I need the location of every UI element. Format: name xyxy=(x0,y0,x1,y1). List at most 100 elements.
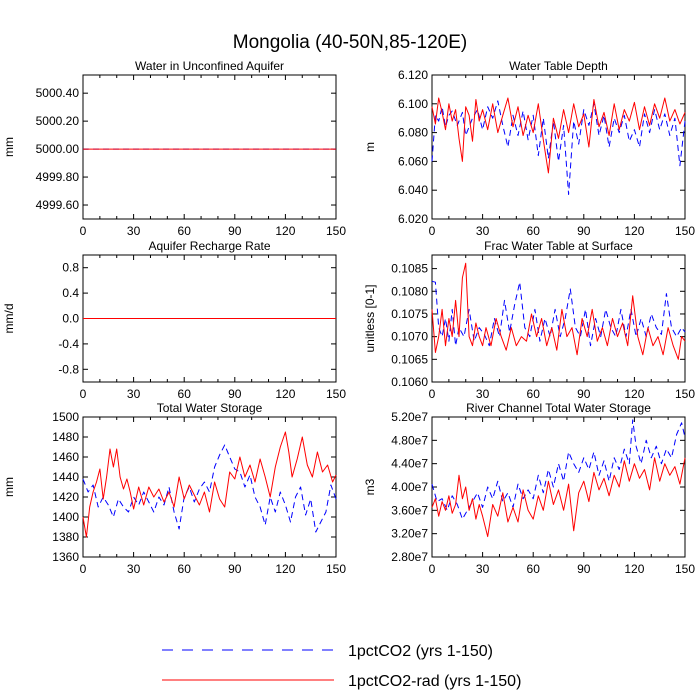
y-tick-label: -0.8 xyxy=(58,362,79,376)
x-tick-label: 120 xyxy=(624,562,644,576)
x-tick-label: 150 xyxy=(675,387,695,401)
panel-title: River Channel Total Water Storage xyxy=(466,401,651,415)
x-tick-label: 150 xyxy=(326,562,346,576)
y-tick-label: 6.120 xyxy=(398,68,428,82)
y-axis-label: m3 xyxy=(363,478,377,495)
y-axis-label: mm xyxy=(2,477,16,497)
series-line-1pctco2-yrs-1-150 xyxy=(431,419,686,520)
panel-water-table-depth: Water Table Depth m 0 30 60 90 120 150 6.020 6.04… xyxy=(363,59,695,238)
panel-river-channel-total-water-storage: River Channel Total Water Storage m3 0 30 60… xyxy=(363,401,695,576)
x-tick-label: 0 xyxy=(429,224,436,238)
y-axis-label: mm/d xyxy=(2,304,16,334)
y-axis-label: mm xyxy=(2,137,16,157)
y-tick-label: 4.40e7 xyxy=(391,457,428,471)
y-tick-label: 3.60e7 xyxy=(391,503,428,517)
y-tick-label: 6.100 xyxy=(398,97,428,111)
y-axis-label: m xyxy=(363,142,377,152)
x-tick-label: 120 xyxy=(624,387,644,401)
x-tick-label: 0 xyxy=(429,562,436,576)
x-tick-label: 60 xyxy=(527,387,541,401)
y-tick-label: 4.80e7 xyxy=(391,433,428,447)
y-tick-label: 0.0 xyxy=(62,312,79,326)
panel-total-water-storage: Total Water Storage mm 0 30 60 90 120 150 1360 13… xyxy=(2,401,346,576)
y-tick-label: 6.060 xyxy=(398,154,428,168)
y-tick-label: 1500 xyxy=(52,410,79,424)
x-tick-label: 150 xyxy=(326,387,346,401)
chart-panels: Water in Unconfined Aquifer mm 0 30 60 90 120 1… xyxy=(2,59,695,576)
y-tick-label: 0.1080 xyxy=(391,284,428,298)
plot-frame xyxy=(82,416,337,558)
plot-frame xyxy=(431,254,686,383)
panel-title: Aquifer Recharge Rate xyxy=(148,239,270,253)
plot-frame xyxy=(431,74,686,220)
y-tick-label: 0.1065 xyxy=(391,352,428,366)
y-tick-label: 1360 xyxy=(52,550,79,564)
x-tick-label: 60 xyxy=(178,387,192,401)
y-tick-label: 5000.20 xyxy=(36,114,80,128)
x-tick-label: 0 xyxy=(80,224,87,238)
y-tick-label: 1480 xyxy=(52,430,79,444)
x-tick-label: 0 xyxy=(80,387,87,401)
y-tick-label: -0.4 xyxy=(58,337,79,351)
y-tick-label: 1400 xyxy=(52,510,79,524)
x-tick-label: 90 xyxy=(228,387,242,401)
x-tick-label: 30 xyxy=(476,224,490,238)
plot-frame xyxy=(82,74,337,220)
x-tick-label: 0 xyxy=(80,562,87,576)
x-tick-label: 90 xyxy=(228,224,242,238)
x-tick-label: 30 xyxy=(127,562,141,576)
x-tick-label: 60 xyxy=(527,562,541,576)
panel-aquifer-recharge-rate: Aquifer Recharge Rate mm/d 0 30 60 90 120 150 -0… xyxy=(2,239,346,401)
panel-water-in-unconfined-aquifer: Water in Unconfined Aquifer mm 0 30 60 90 120 1… xyxy=(2,59,346,238)
x-tick-label: 30 xyxy=(127,224,141,238)
y-tick-label: 6.080 xyxy=(398,126,428,140)
x-tick-label: 120 xyxy=(275,224,295,238)
y-tick-label: 1420 xyxy=(52,490,79,504)
y-tick-label: 5000.00 xyxy=(36,142,80,156)
y-tick-label: 0.1085 xyxy=(391,262,428,276)
y-tick-label: 4.00e7 xyxy=(391,480,428,494)
x-tick-label: 90 xyxy=(577,387,591,401)
y-tick-label: 4999.80 xyxy=(36,170,80,184)
legend-label-1pctco2-rad: 1pctCO2-rad (yrs 1-150) xyxy=(348,673,521,690)
x-tick-label: 30 xyxy=(127,387,141,401)
x-tick-label: 150 xyxy=(675,224,695,238)
y-tick-label: 0.1060 xyxy=(391,375,428,389)
x-tick-label: 60 xyxy=(527,224,541,238)
panel-title: Water in Unconfined Aquifer xyxy=(135,59,284,73)
y-tick-label: 1440 xyxy=(52,470,79,484)
y-tick-label: 0.1075 xyxy=(391,307,428,321)
panel-frac-water-table-at-surface: Frac Water Table at Surface unitless [0-1… xyxy=(363,239,695,401)
x-tick-label: 30 xyxy=(476,387,490,401)
legend: 1pctCO2 (yrs 1-150) 1pctCO2-rad (yrs 1-1… xyxy=(162,643,521,690)
y-tick-label: 6.020 xyxy=(398,212,428,226)
x-tick-label: 120 xyxy=(275,562,295,576)
panel-title: Water Table Depth xyxy=(509,59,608,73)
x-tick-label: 90 xyxy=(577,224,591,238)
y-tick-label: 5.20e7 xyxy=(391,410,428,424)
x-tick-label: 0 xyxy=(429,387,436,401)
x-tick-label: 30 xyxy=(476,562,490,576)
panel-title: Frac Water Table at Surface xyxy=(484,239,633,253)
y-tick-label: 4999.60 xyxy=(36,198,80,212)
series-line-1pctco2-rad-yrs-1-150 xyxy=(431,262,686,360)
series-line-1pctco2-rad-yrs-1-150 xyxy=(431,457,686,538)
x-tick-label: 90 xyxy=(577,562,591,576)
x-tick-label: 120 xyxy=(624,224,644,238)
x-tick-label: 120 xyxy=(275,387,295,401)
y-axis-label: unitless [0-1] xyxy=(363,284,377,352)
series-line-1pctco2-rad-yrs-1-150 xyxy=(431,97,686,174)
y-tick-label: 0.4 xyxy=(62,286,79,300)
figure-title: Mongolia (40-50N,85-120E) xyxy=(233,32,467,53)
x-tick-label: 60 xyxy=(178,224,192,238)
x-tick-label: 150 xyxy=(675,562,695,576)
x-tick-label: 150 xyxy=(326,224,346,238)
y-tick-label: 1380 xyxy=(52,530,79,544)
y-tick-label: 0.1070 xyxy=(391,330,428,344)
legend-label-1pctco2: 1pctCO2 (yrs 1-150) xyxy=(348,643,493,660)
y-tick-label: 0.8 xyxy=(62,261,79,275)
series-line-1pctco2-rad-yrs-1-150 xyxy=(82,431,337,538)
series-line-1pctco2-yrs-1-150 xyxy=(82,444,337,533)
series-line-1pctco2-yrs-1-150 xyxy=(431,280,686,347)
x-tick-label: 60 xyxy=(178,562,192,576)
